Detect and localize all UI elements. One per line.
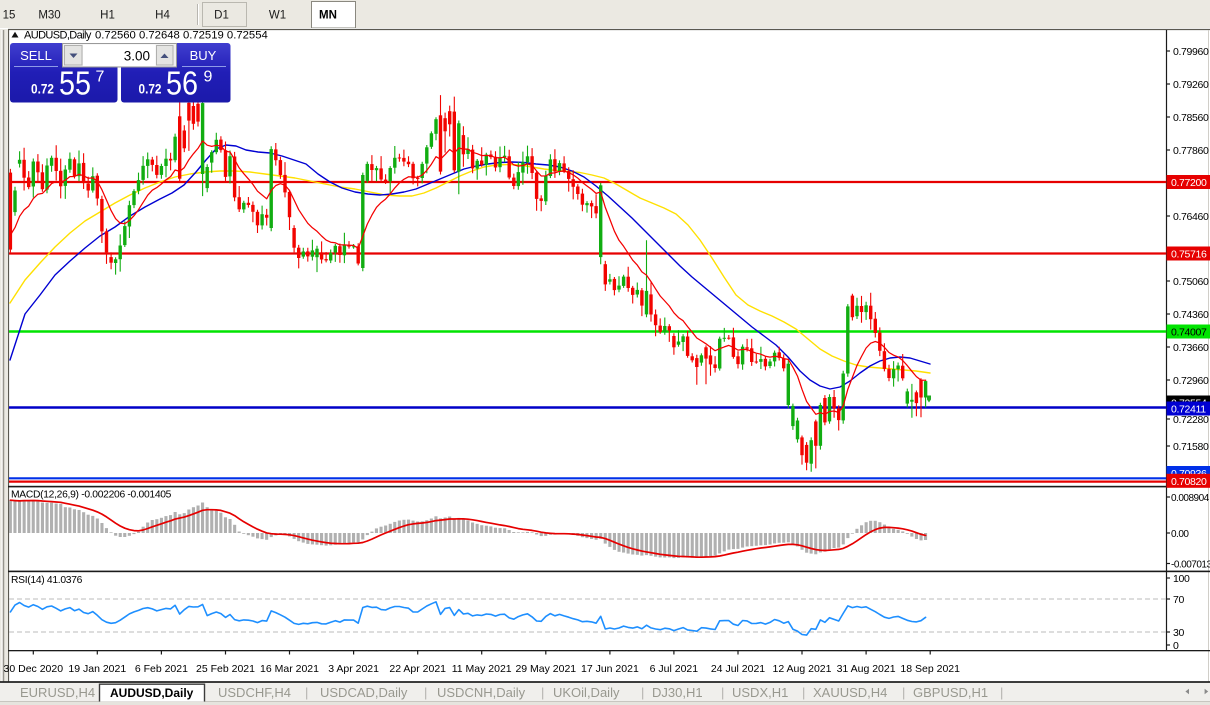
svg-text:0.72411: 0.72411 <box>1171 404 1206 416</box>
svg-text:30 Dec 2020: 30 Dec 2020 <box>4 663 64 675</box>
svg-text:|: | <box>424 685 427 700</box>
svg-text:H1: H1 <box>100 10 115 22</box>
svg-text:MACD(12,26,9) -0.002206 -0.001: MACD(12,26,9) -0.002206 -0.001405 <box>11 490 172 501</box>
svg-text:|: | <box>541 685 544 700</box>
svg-text:AUDUSD,Daily: AUDUSD,Daily <box>110 686 194 700</box>
svg-text:17 Jun 2021: 17 Jun 2021 <box>581 663 639 675</box>
svg-text:19 Jan 2021: 19 Jan 2021 <box>68 663 126 675</box>
svg-text:GBPUSD,H1: GBPUSD,H1 <box>913 685 988 700</box>
svg-text:|: | <box>641 685 644 700</box>
svg-text:|: | <box>305 685 308 700</box>
svg-text:XAUUSD,H4: XAUUSD,H4 <box>813 685 887 700</box>
svg-text:BUY: BUY <box>190 48 217 63</box>
svg-text:|: | <box>721 685 724 700</box>
svg-text:3 Apr 2021: 3 Apr 2021 <box>328 663 379 675</box>
svg-text:0.70820: 0.70820 <box>1171 476 1207 488</box>
svg-text:30: 30 <box>1173 627 1184 639</box>
svg-text:RSI(14) 41.0376: RSI(14) 41.0376 <box>11 575 83 586</box>
svg-text:25 Feb 2021: 25 Feb 2021 <box>196 663 255 675</box>
svg-text:EURUSD,H4: EURUSD,H4 <box>20 685 95 700</box>
svg-text:|: | <box>1000 685 1003 700</box>
svg-text:22 Apr 2021: 22 Apr 2021 <box>389 663 446 675</box>
svg-text:MN: MN <box>319 10 337 22</box>
svg-text:6 Jul 2021: 6 Jul 2021 <box>650 663 699 675</box>
svg-text:0.00: 0.00 <box>1171 529 1189 540</box>
svg-text:18 Sep 2021: 18 Sep 2021 <box>900 663 960 675</box>
svg-text:0.74007: 0.74007 <box>1171 327 1207 339</box>
svg-text:0.72280: 0.72280 <box>1173 414 1209 426</box>
svg-text:0: 0 <box>1173 640 1179 652</box>
svg-text:0.74360: 0.74360 <box>1173 309 1209 321</box>
svg-text:15: 15 <box>3 10 16 22</box>
svg-text:0.72: 0.72 <box>139 81 162 97</box>
svg-text:6 Feb 2021: 6 Feb 2021 <box>135 663 188 675</box>
svg-text:24 Jul 2021: 24 Jul 2021 <box>711 663 765 675</box>
svg-text:56: 56 <box>166 65 198 102</box>
svg-text:0.79260: 0.79260 <box>1173 79 1209 91</box>
svg-text:11 May 2021: 11 May 2021 <box>452 663 512 675</box>
svg-text:H4: H4 <box>155 10 170 22</box>
svg-text:0.78560: 0.78560 <box>1173 112 1209 124</box>
svg-text:0.008904: 0.008904 <box>1171 493 1210 504</box>
svg-text:12 Aug 2021: 12 Aug 2021 <box>773 663 832 675</box>
svg-text:W1: W1 <box>269 10 286 22</box>
svg-text:SELL: SELL <box>20 48 52 63</box>
svg-text:55: 55 <box>59 65 91 102</box>
svg-text:0.77860: 0.77860 <box>1173 145 1209 157</box>
svg-text:31 Aug 2021: 31 Aug 2021 <box>837 663 896 675</box>
svg-text:3.00: 3.00 <box>124 49 150 64</box>
svg-text:0.72: 0.72 <box>31 81 54 97</box>
svg-text:0.75060: 0.75060 <box>1173 276 1209 288</box>
svg-text:0.72960: 0.72960 <box>1173 375 1209 387</box>
svg-text:0.76460: 0.76460 <box>1173 211 1209 223</box>
svg-text:|: | <box>802 685 805 700</box>
svg-text:UKOil,Daily: UKOil,Daily <box>553 685 620 700</box>
svg-text:70: 70 <box>1173 594 1184 606</box>
svg-text:USDCHF,H4: USDCHF,H4 <box>218 685 291 700</box>
svg-text:16 Mar 2021: 16 Mar 2021 <box>260 663 319 675</box>
svg-text:0.75716: 0.75716 <box>1171 249 1207 261</box>
svg-text:0.71580: 0.71580 <box>1173 441 1209 453</box>
svg-text:7: 7 <box>96 69 105 86</box>
svg-text:0.79960: 0.79960 <box>1173 46 1209 58</box>
svg-text:0.77200: 0.77200 <box>1171 177 1207 189</box>
svg-text:AUDUSD,Daily: AUDUSD,Daily <box>24 30 92 42</box>
svg-text:100: 100 <box>1173 573 1190 585</box>
svg-text:|: | <box>902 685 905 700</box>
svg-text:-0.007013: -0.007013 <box>1171 560 1210 571</box>
svg-text:DJ30,H1: DJ30,H1 <box>652 685 703 700</box>
svg-text:USDX,H1: USDX,H1 <box>732 685 788 700</box>
svg-text:0.73660: 0.73660 <box>1173 342 1209 354</box>
svg-text:D1: D1 <box>214 10 229 22</box>
svg-text:USDCAD,Daily: USDCAD,Daily <box>320 685 408 700</box>
svg-text:M30: M30 <box>38 10 60 22</box>
svg-text:9: 9 <box>204 69 213 86</box>
svg-text:29 May 2021: 29 May 2021 <box>515 663 576 675</box>
svg-text:USDCNH,Daily: USDCNH,Daily <box>437 685 526 700</box>
svg-text:0.72560 0.72648 0.72519 0.7255: 0.72560 0.72648 0.72519 0.72554 <box>95 30 268 42</box>
